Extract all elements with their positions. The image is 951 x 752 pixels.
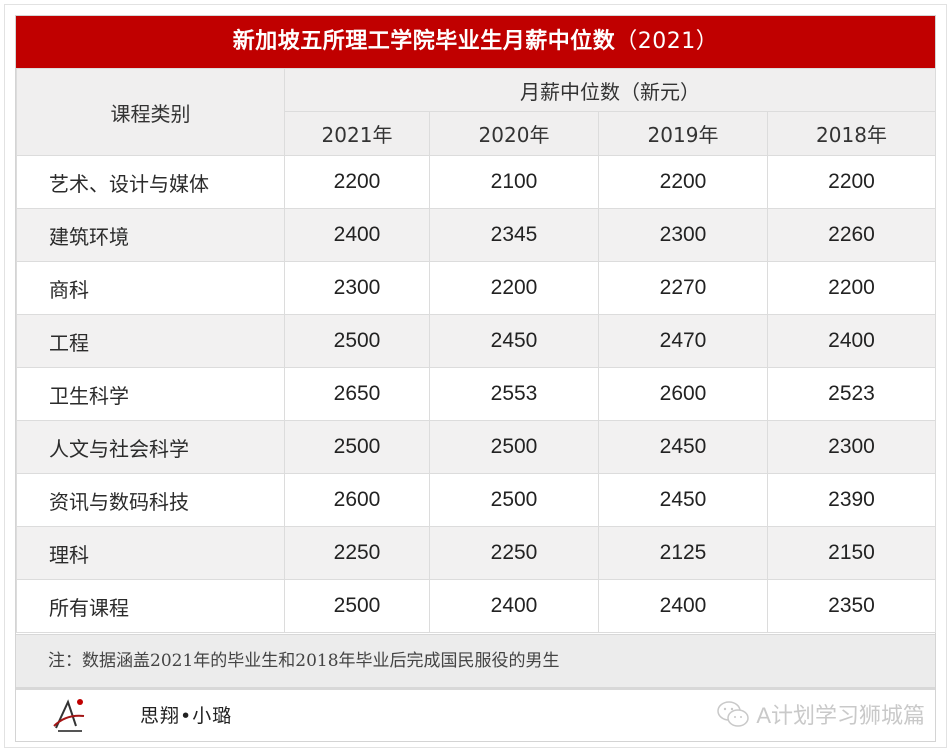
year-header-2018: 2018年 — [767, 111, 936, 156]
cell-2019: 2300 — [598, 208, 768, 262]
salary-table: 课程类别 月薪中位数（新元） 2021年 2020年 2019年 2018年 艺… — [16, 68, 936, 633]
wechat-icon — [717, 701, 750, 727]
cell-2020: 2200 — [429, 261, 599, 315]
a-logo-icon — [53, 699, 85, 732]
cell-2019: 2470 — [598, 314, 768, 368]
cell-2021: 2300 — [284, 261, 430, 315]
cell-2021: 2500 — [284, 420, 430, 474]
row-label: 资讯与数码科技 — [16, 473, 285, 527]
cell-2018: 2260 — [767, 208, 936, 262]
cell-2020: 2345 — [429, 208, 599, 262]
table-row: 艺术、设计与媒体 2200 2100 2200 2200 — [16, 155, 936, 209]
row-label: 理科 — [16, 526, 285, 580]
table-row: 所有课程 2500 2400 2400 2350 — [16, 579, 936, 633]
cell-2021: 2650 — [284, 367, 430, 421]
cell-2020: 2553 — [429, 367, 599, 421]
table-row: 卫生科学 2650 2553 2600 2523 — [16, 367, 936, 421]
salary-group-header: 月薪中位数（新元） — [284, 68, 936, 112]
cell-2018: 2200 — [767, 155, 936, 209]
row-label: 人文与社会科学 — [16, 420, 285, 474]
cell-2019: 2600 — [598, 367, 768, 421]
cell-2020: 2450 — [429, 314, 599, 368]
cell-2018: 2523 — [767, 367, 936, 421]
table-row: 人文与社会科学 2500 2500 2450 2300 — [16, 420, 936, 474]
page-border — [4, 4, 947, 748]
cell-2019: 2125 — [598, 526, 768, 580]
footer: 思翔•小璐 A计划学习狮城篇 — [16, 690, 935, 741]
row-label: 卫生科学 — [16, 367, 285, 421]
cell-2021: 2500 — [284, 314, 430, 368]
cell-2019: 2450 — [598, 420, 768, 474]
cell-2018: 2150 — [767, 526, 936, 580]
cell-2020: 2500 — [429, 473, 599, 527]
cell-2019: 2400 — [598, 579, 768, 633]
category-header: 课程类别 — [16, 68, 285, 156]
cell-2018: 2400 — [767, 314, 936, 368]
row-label: 艺术、设计与媒体 — [16, 155, 285, 209]
row-label: 建筑环境 — [16, 208, 285, 262]
cell-2020: 2500 — [429, 420, 599, 474]
table-row: 理科 2250 2250 2125 2150 — [16, 526, 936, 580]
cell-2021: 2500 — [284, 579, 430, 633]
cell-2021: 2600 — [284, 473, 430, 527]
cell-2018: 2300 — [767, 420, 936, 474]
table-row: 建筑环境 2400 2345 2300 2260 — [16, 208, 936, 262]
account-name: A计划学习狮城篇 — [756, 703, 925, 728]
cell-2018: 2350 — [767, 579, 936, 633]
cell-2020: 2250 — [429, 526, 599, 580]
year-header-2020: 2020年 — [429, 111, 599, 156]
table-title: 新加坡五所理工学院毕业生月薪中位数（2021） — [16, 16, 935, 68]
cell-2020: 2400 — [429, 579, 599, 633]
cell-2018: 2390 — [767, 473, 936, 527]
cell-2021: 2400 — [284, 208, 430, 262]
cell-2019: 2270 — [598, 261, 768, 315]
cell-2021: 2250 — [284, 526, 430, 580]
title-year: （2021） — [615, 29, 719, 54]
table-note: 注：数据涵盖2021年的毕业生和2018年毕业后完成国民服役的男生 — [16, 634, 935, 690]
signature: 思翔•小璐 — [140, 705, 233, 727]
cell-2021: 2200 — [284, 155, 430, 209]
title-text: 新加坡五所理工学院毕业生月薪中位数 — [232, 29, 616, 54]
cell-2019: 2200 — [598, 155, 768, 209]
row-label: 工程 — [16, 314, 285, 368]
row-label: 所有课程 — [16, 579, 285, 633]
table-row: 商科 2300 2200 2270 2200 — [16, 261, 936, 315]
table-row: 工程 2500 2450 2470 2400 — [16, 314, 936, 368]
year-header-2021: 2021年 — [284, 111, 430, 156]
year-header-2019: 2019年 — [598, 111, 768, 156]
wechat-watermark: A计划学习狮城篇 — [716, 698, 925, 730]
cell-2018: 2200 — [767, 261, 936, 315]
row-label: 商科 — [16, 261, 285, 315]
cell-2019: 2450 — [598, 473, 768, 527]
cell-2020: 2100 — [429, 155, 599, 209]
table-row: 资讯与数码科技 2600 2500 2450 2390 — [16, 473, 936, 527]
